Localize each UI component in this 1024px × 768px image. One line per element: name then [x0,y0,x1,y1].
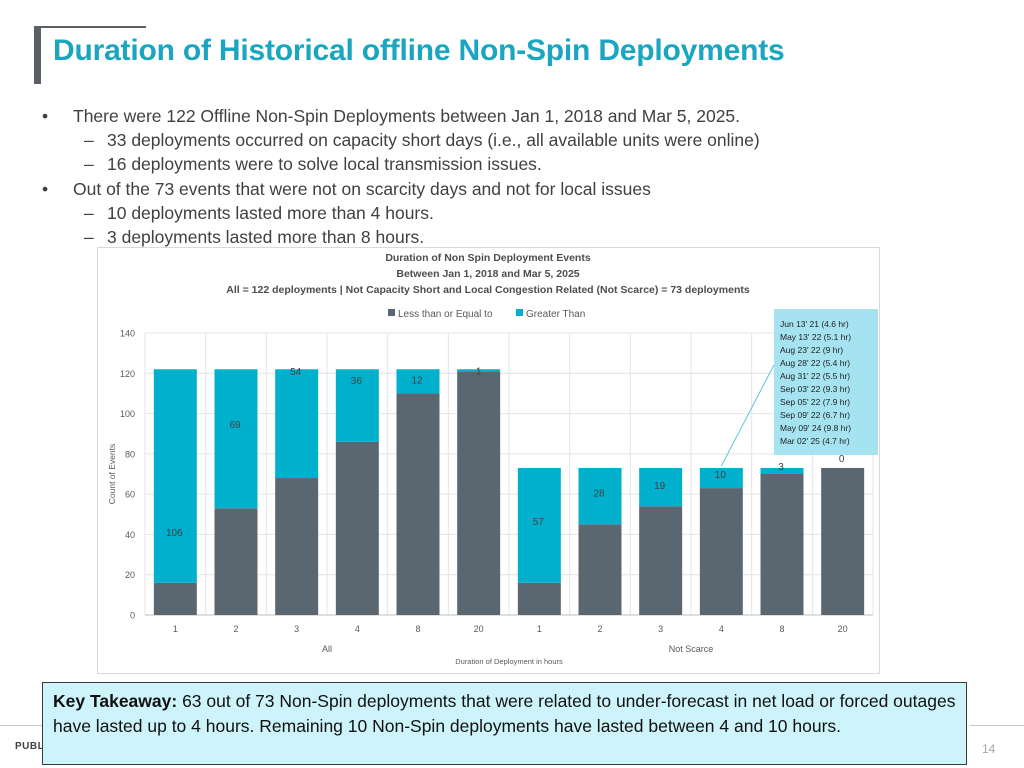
x-tick-label: 2 [233,624,238,634]
bar-data-label: 69 [229,420,241,431]
bar-greater-than [214,369,258,509]
bar-data-label: 54 [290,367,302,378]
key-takeaway-box: Key Takeaway: 63 out of 73 Non-Spin depl… [42,682,967,765]
key-takeaway-label: Key Takeaway: [53,691,178,711]
x-tick-label: 2 [597,624,602,634]
annotation-box [774,309,878,455]
bar-greater-than [699,467,743,489]
bar-data-label: 57 [533,517,545,528]
x-tick-label: 1 [537,624,542,634]
x-tick-label: 1 [173,624,178,634]
bar-less-or-equal [396,393,440,615]
annotation-line: Sep 03' 22 (9.3 hr) [780,384,850,394]
bar-less-or-equal [153,582,197,615]
bar-data-label: 1 [476,366,482,377]
annotation-line: Aug 23' 22 (9 hr) [780,345,843,355]
bar-data-label: 28 [593,488,605,499]
bar-less-or-equal [821,467,865,615]
y-axis-label: Count of Events [107,444,117,504]
annotation-line: May 13' 22 (5.1 hr) [780,332,851,342]
x-tick-label: 4 [719,624,724,634]
bar-data-label: 10 [715,470,727,481]
y-tick-label: 0 [130,611,135,621]
y-tick-label: 140 [120,329,135,339]
x-tick-label: 3 [658,624,663,634]
bar-less-or-equal [457,371,501,615]
chart-title-line: All = 122 deployments | Not Capacity Sho… [226,284,750,296]
legend-swatch [516,309,523,316]
page-number: 14 [982,742,996,756]
y-tick-label: 60 [125,490,135,500]
bar-data-label: 36 [351,376,363,387]
chart-title-line: Duration of Non Spin Deployment Events [385,252,591,264]
bar-greater-than [153,369,197,583]
legend-swatch [388,309,395,316]
x-group-label: Not Scarce [669,644,714,654]
annotation-leader-line [720,364,775,467]
y-tick-label: 80 [125,449,135,459]
footer-divider [970,725,1024,726]
title-accent-line [34,26,146,28]
bar-data-label: 19 [654,481,666,492]
bar-less-or-equal [639,506,683,615]
x-axis-label: Duration of Deployment in hours [455,657,563,666]
bar-greater-than [457,369,501,372]
x-tick-label: 4 [355,624,360,634]
bar-less-or-equal [275,478,319,615]
x-group-label: All [322,644,332,654]
y-tick-label: 20 [125,570,135,580]
bar-data-label: 106 [166,528,183,539]
x-tick-label: 20 [838,624,848,634]
bar-less-or-equal [699,488,743,615]
sub-bullet-item: 3 deployments lasted more than 8 hours. [40,225,760,249]
y-tick-label: 40 [125,530,135,540]
legend-label: Greater Than [526,309,585,320]
bar-less-or-equal [760,474,804,615]
x-tick-label: 20 [474,624,484,634]
bullet-item: Out of the 73 events that were not on sc… [40,177,760,201]
bar-less-or-equal [335,441,379,615]
annotation-line: Aug 28' 22 (5.4 hr) [780,358,850,368]
bar-greater-than [639,467,683,507]
x-tick-label: 8 [415,624,420,634]
page-title: Duration of Historical offline Non-Spin … [53,34,785,67]
title-accent-bar [34,28,41,84]
bullet-list: There were 122 Offline Non-Spin Deployme… [40,104,760,249]
y-tick-label: 120 [120,369,135,379]
bar-greater-than [396,369,440,394]
bar-greater-than [335,369,379,442]
bar-greater-than [578,467,622,525]
chart-frame: Duration of Non Spin Deployment Events Be… [97,247,880,674]
bar-data-label: 12 [411,375,423,386]
sub-bullet-item: 16 deployments were to solve local trans… [40,152,760,176]
legend-label: Less than or Equal to [398,309,493,320]
footer-label: PUBLIC [15,741,56,752]
annotation-line: May 09' 24 (9.8 hr) [780,423,851,433]
annotation-line: Mar 02' 25 (4.7 hr) [780,436,850,446]
bar-data-label: 3 [778,462,784,473]
sub-bullet-item: 10 deployments lasted more than 4 hours. [40,201,760,225]
annotation-line: Jun 13' 21 (4.6 hr) [780,319,849,329]
bar-less-or-equal [214,508,258,615]
footer-divider [0,725,42,726]
bar-data-label: 0 [839,454,845,465]
bar-greater-than [760,467,804,474]
x-tick-label: 8 [779,624,784,634]
x-tick-label: 3 [294,624,299,634]
bar-less-or-equal [517,582,561,615]
chart-title-line: Between Jan 1, 2018 and Mar 5, 2025 [396,268,579,280]
annotation-line: Sep 09' 22 (6.7 hr) [780,410,850,420]
y-tick-label: 100 [120,409,135,419]
annotation-line: Sep 05' 22 (7.9 hr) [780,397,850,407]
bar-less-or-equal [578,524,622,615]
bullet-item: There were 122 Offline Non-Spin Deployme… [40,104,760,128]
sub-bullet-item: 33 deployments occurred on capacity shor… [40,128,760,152]
bar-greater-than [517,467,561,583]
stacked-bar-chart: Duration of Non Spin Deployment Events Be… [107,252,878,666]
annotation-line: Aug 31' 22 (5.5 hr) [780,371,850,381]
bar-greater-than [275,369,319,479]
key-takeaway-text: 63 out of 73 Non-Spin deployments that w… [53,691,956,736]
